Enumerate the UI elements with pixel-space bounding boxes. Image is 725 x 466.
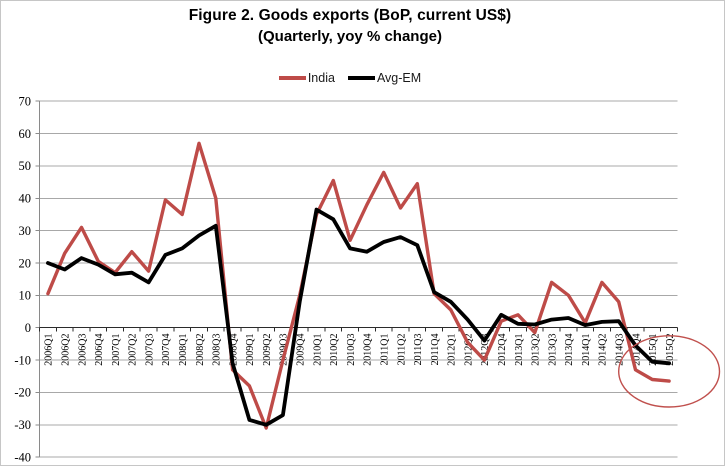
x-axis-tick-label: 2011Q2 <box>396 334 407 366</box>
x-axis-tick-label: 2008Q2 <box>195 334 206 366</box>
x-axis-tick-label: 2007Q2 <box>128 334 139 366</box>
y-axis-tick-label: 30 <box>19 224 32 238</box>
x-axis-tick-label: 2007Q1 <box>111 334 122 366</box>
x-axis-tick-label: 2007Q3 <box>144 334 155 366</box>
x-axis-tick-label: 2013Q2 <box>531 334 542 366</box>
x-axis-tick-label: 2010Q3 <box>346 334 357 366</box>
x-axis-tick-label: 2010Q4 <box>363 334 374 366</box>
x-axis-tick-label: 2013Q3 <box>547 334 558 366</box>
x-axis-tick-label: 2009Q4 <box>296 334 307 366</box>
x-axis-tick-label: 2008Q4 <box>228 334 239 366</box>
y-axis-tick-label: 70 <box>19 95 32 109</box>
chart-subtitle: (Quarterly, yoy % change) <box>258 28 442 45</box>
x-axis-tick-label: 2010Q1 <box>312 334 323 366</box>
x-axis-tick-label: 2006Q1 <box>44 334 55 366</box>
legend-item-avg-em: Avg-EM <box>347 71 422 85</box>
x-axis-tick-label: 2012Q2 <box>463 334 474 366</box>
x-axis-tick-label: 2014Q4 <box>631 334 642 366</box>
x-axis-tick-label: 2012Q1 <box>447 334 458 366</box>
y-axis-tick-label: 10 <box>19 289 32 303</box>
x-axis-tick-label: 2013Q1 <box>514 334 525 366</box>
avg-em-line-swatch <box>347 76 375 80</box>
india-line-swatch <box>278 76 306 80</box>
chart-title: Figure 2. Goods exports (BoP, current US… <box>188 7 512 24</box>
x-axis-tick-label: 2010Q2 <box>329 334 340 366</box>
legend: India Avg-EM <box>1 71 699 85</box>
x-axis-tick-label: 2006Q4 <box>94 334 105 366</box>
y-axis-tick-label: 50 <box>19 159 32 173</box>
x-axis-tick-label: 2014Q1 <box>581 334 592 366</box>
x-axis-tick-label: 2011Q3 <box>413 334 424 366</box>
y-axis-tick-label: -20 <box>14 386 31 400</box>
x-axis-tick-label: 2011Q4 <box>430 334 441 366</box>
x-axis-tick-label: 2006Q2 <box>61 334 72 366</box>
series-line-avg-em <box>46 207 671 427</box>
y-axis-tick-label: -30 <box>14 418 31 432</box>
x-axis-tick-label: 2007Q4 <box>161 334 172 366</box>
x-axis-tick-label: 2014Q2 <box>598 334 609 366</box>
y-axis-tick-label: 40 <box>19 192 32 206</box>
legend-label-avg-em: Avg-EM <box>376 71 422 85</box>
x-axis-tick-label: 2013Q4 <box>564 334 575 366</box>
y-axis-tick-label: -40 <box>14 450 31 464</box>
legend-label-india: India <box>307 71 335 85</box>
y-axis-tick-label: 60 <box>19 127 32 141</box>
x-axis-tick-label: 2011Q1 <box>380 334 391 366</box>
y-axis-tick-label: -10 <box>14 353 31 367</box>
x-axis-tick-label: 2009Q1 <box>245 334 256 366</box>
x-axis-tick-label: 2008Q1 <box>178 334 189 366</box>
x-axis-tick-label: 2015Q1 <box>648 334 659 366</box>
x-axis-tick-label: 2014Q3 <box>615 334 626 366</box>
x-axis-tick-label: 2015Q2 <box>665 334 676 366</box>
x-axis-tick-label: 2008Q3 <box>212 334 223 366</box>
y-axis-tick-label: 20 <box>19 256 32 270</box>
highlight-ellipse-annotation <box>617 335 721 408</box>
x-axis-tick-label: 2009Q2 <box>262 334 273 366</box>
x-axis-tick-label: 2012Q3 <box>480 334 491 366</box>
x-axis-tick-label: 2006Q3 <box>77 334 88 366</box>
legend-item-india: India <box>278 71 335 85</box>
series-line-india <box>46 141 671 430</box>
y-axis-tick-label: 0 <box>25 321 31 335</box>
x-axis-tick-label: 2012Q4 <box>497 334 508 366</box>
